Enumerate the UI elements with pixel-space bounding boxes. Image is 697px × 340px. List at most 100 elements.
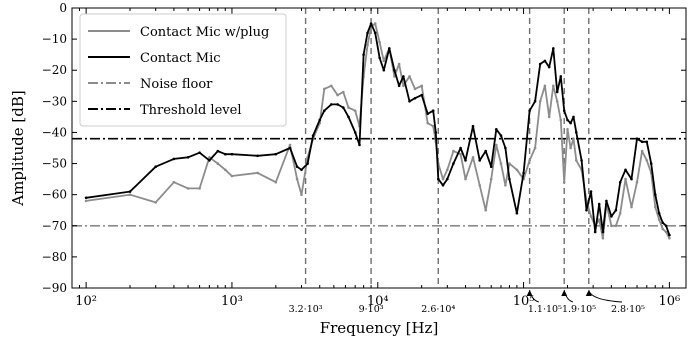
x-tick-label-1: 10³ [221,294,243,309]
series-0-point-75 [601,236,605,240]
y-tick-label-9: −90 [42,281,67,295]
series-0-point-80 [624,177,627,181]
series-1-point-25 [362,53,365,56]
series-1-point-75 [601,230,605,234]
series-1-point-29 [378,56,381,60]
series-1-point-54 [508,177,511,181]
series-0-point-79 [618,212,622,215]
series-0-point-12 [288,143,292,147]
vline-label-4: 1.9·10⁵ [562,304,596,315]
series-1-point-10 [256,154,259,158]
series-1-point-55 [515,212,519,215]
series-0-point-81 [630,205,633,209]
y-tick-label-0: 0 [59,1,67,15]
series-1-point-43 [446,177,449,181]
series-0-point-83 [640,149,644,153]
series-1-point-49 [484,149,488,153]
vline-label-0: 3.2·10³ [289,304,323,315]
series-1-point-42 [441,184,445,187]
series-0-point-26 [366,44,369,47]
legend-box [79,13,287,127]
series-0-point-19 [330,84,333,88]
series-0-point-64 [559,118,563,122]
series-1-point-69 [575,131,578,134]
series-0-point-0 [84,199,88,203]
tick-layer: 0 −10 −20 −30 −40 −50 −60 −70 −80 −90 10² 10³ 10⁴ 10⁵… [42,1,686,309]
y-axis-label: Amplitude [dB] [9,90,27,207]
series-0-point-48 [478,184,482,187]
series-1-point-13 [295,165,299,168]
y-tick-label-1: −10 [42,32,67,46]
series-1-point-11 [274,152,278,156]
series-0-point-14 [300,193,303,196]
x-tick-label-4: 10⁶ [659,294,681,309]
series-1-point-86 [654,193,657,196]
series-0-point-90 [668,236,671,240]
series-0-point-9 [230,174,234,178]
series-0-point-66 [566,128,569,131]
series-0-point-46 [464,177,467,181]
series-1-point-87 [657,212,661,215]
vline-arrow-5 [588,289,623,303]
series-0-point-21 [342,90,345,94]
series-0-point-49 [484,208,488,212]
series-1-point-76 [605,199,608,203]
series-0-point-84 [645,159,649,162]
series-1-point-12 [288,146,292,150]
series-0-point-77 [610,224,613,228]
series-1-point-46 [464,159,467,162]
series-1-point-39 [431,109,435,112]
series-1-point-1 [128,190,132,193]
series-0-point-50 [489,177,493,181]
legend-label-1: Contact Mic [140,51,221,66]
series-1-point-57 [528,109,531,112]
series-0-point-62 [552,84,555,88]
series-0-point-43 [446,168,449,172]
series-1-point-6 [208,159,211,162]
series-1-point-41 [437,177,440,181]
series-1-point-68 [572,115,575,119]
annotation-layer: 3.2·10³ 9·10³ 2.6·10⁴ 1.1·10⁵ 1.9·10⁵ 2.8·10⁵ [289,289,645,315]
plot-layer [72,8,686,288]
series-1-point-85 [649,162,653,165]
series-0-point-6 [208,156,211,159]
series-0-point-10 [256,171,259,175]
x-axis-label: Frequency [Hz] [320,319,439,337]
series-1-point-40 [434,131,438,134]
x-tick-label-3: 10⁵ [513,294,535,309]
series-0-point-30 [382,59,386,63]
series-1-point-7 [216,149,220,153]
series-1-point-32 [393,68,396,72]
series-0-point-78 [614,224,618,228]
series-0-point-42 [441,177,445,181]
series-1-point-58 [533,100,537,103]
y-tick-label-3: −30 [42,94,67,108]
series-1-point-61 [547,65,551,69]
series-1-point-38 [426,112,430,116]
series-0-point-45 [459,152,462,156]
series-1-point-47 [471,124,475,128]
series-1-point-8 [224,152,227,156]
legend-label-2: Noise floor [140,77,213,92]
series-1-point-71 [585,208,588,212]
series-1-point-45 [459,146,462,150]
series-1-point-52 [499,134,503,137]
series-1-point-3 [172,157,176,161]
series-0-point-54 [508,162,511,165]
legend-items: Contact Mic w/plug Contact Mic Noise floor… [88,25,269,118]
series-1-point-64 [559,75,563,78]
legend-label-3: Threshold level [140,103,241,118]
series-1-point-70 [580,159,583,162]
series-0-point-58 [533,146,537,150]
series-0-point-7 [216,162,220,165]
y-tick-label-6: −60 [42,188,67,202]
series-1-point-67 [569,121,572,125]
series-1-point-31 [388,47,391,50]
series-0-point-57 [528,159,531,162]
series-1-point-16 [311,134,315,137]
series-0-point-32 [393,75,396,78]
series-1-point-36 [413,96,417,100]
series-0-point-72 [589,215,593,218]
series-1-point-84 [645,140,649,144]
